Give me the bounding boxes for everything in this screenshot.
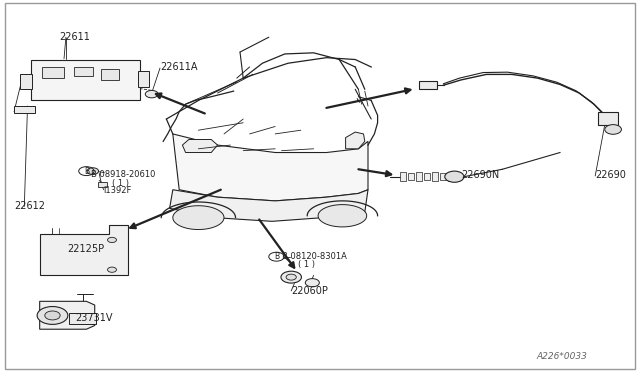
Bar — [424, 173, 430, 180]
Circle shape — [281, 271, 301, 283]
Bar — [14, 106, 35, 113]
Bar — [416, 172, 422, 181]
Text: 22690: 22690 — [595, 170, 626, 180]
Text: 22612: 22612 — [14, 202, 45, 211]
Bar — [419, 81, 437, 89]
Bar — [69, 313, 96, 324]
Text: 22690N: 22690N — [461, 170, 499, 180]
Polygon shape — [173, 206, 224, 230]
Polygon shape — [182, 140, 218, 153]
Text: ( 1 ): ( 1 ) — [298, 260, 315, 269]
Text: B 08918-20610: B 08918-20610 — [91, 170, 156, 179]
Text: B 08120-8301A: B 08120-8301A — [282, 252, 346, 261]
Polygon shape — [170, 190, 368, 221]
Bar — [101, 69, 119, 80]
Text: 22611A: 22611A — [160, 62, 198, 72]
Circle shape — [445, 171, 464, 182]
Circle shape — [605, 125, 621, 134]
Text: l1392F: l1392F — [104, 186, 132, 195]
Bar — [408, 173, 415, 180]
Bar — [432, 172, 438, 181]
Bar — [400, 172, 406, 181]
Text: B: B — [84, 167, 89, 176]
Circle shape — [286, 274, 296, 280]
Circle shape — [108, 237, 116, 243]
Text: 22611: 22611 — [59, 32, 90, 42]
Text: 22060P: 22060P — [291, 286, 328, 296]
Bar — [31, 60, 140, 100]
Bar — [98, 182, 107, 187]
Polygon shape — [40, 301, 95, 329]
Circle shape — [37, 307, 68, 324]
Bar — [74, 67, 93, 76]
Circle shape — [108, 267, 116, 272]
Circle shape — [305, 279, 319, 287]
Text: 23731V: 23731V — [76, 313, 113, 323]
Polygon shape — [40, 225, 128, 275]
Circle shape — [45, 311, 60, 320]
Text: ( 1 ): ( 1 ) — [112, 179, 129, 187]
Bar — [42, 67, 64, 78]
Text: 22125P: 22125P — [67, 244, 104, 254]
Bar — [138, 71, 149, 87]
Polygon shape — [318, 205, 367, 227]
Circle shape — [145, 90, 158, 98]
Bar — [20, 74, 32, 89]
Bar — [448, 172, 454, 181]
Bar — [440, 173, 447, 180]
Text: A226*0033: A226*0033 — [536, 352, 588, 361]
Text: B: B — [274, 252, 279, 261]
Polygon shape — [173, 134, 368, 201]
Bar — [598, 112, 618, 125]
Polygon shape — [346, 132, 365, 149]
Circle shape — [87, 168, 99, 174]
